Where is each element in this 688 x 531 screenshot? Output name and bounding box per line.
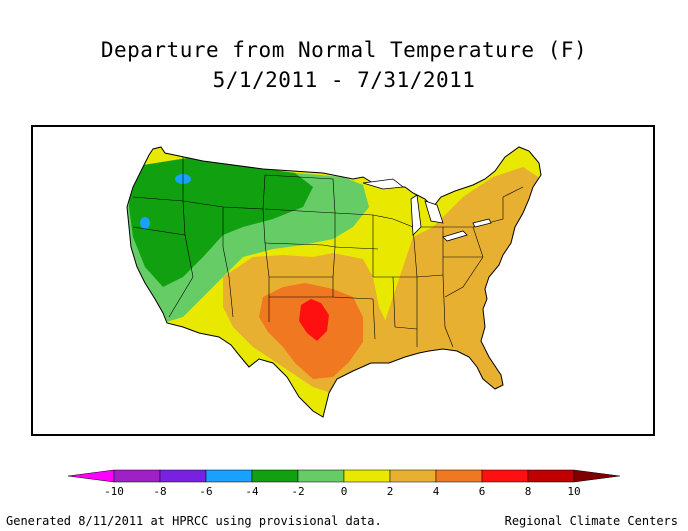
legend-bin-11 [573, 469, 621, 483]
map-title: Departure from Normal Temperature (F) [100, 38, 588, 62]
legend-bin-5 [297, 469, 345, 483]
legend-bin-3 [205, 469, 253, 483]
legend-bin-6 [343, 469, 391, 483]
legend-tick-label: 8 [525, 485, 532, 498]
legend-bin-8 [435, 469, 483, 483]
footer-generated-note: Generated 8/11/2011 at HPRCC using provi… [6, 514, 382, 528]
legend-bin-10 [527, 469, 575, 483]
legend-bin-1 [113, 469, 161, 483]
field-neg4-to-neg2 [129, 157, 313, 287]
legend-ticks: -10 -8 -6 -4 -2 0 2 4 6 8 10 [104, 485, 581, 498]
legend-bin-9 [481, 469, 529, 483]
legend-bin-2 [159, 469, 207, 483]
legend-tick-label: -10 [104, 485, 124, 498]
legend-tick-label: 4 [433, 485, 440, 498]
legend-tick-label: -4 [245, 485, 259, 498]
legend-tick-label: 6 [479, 485, 486, 498]
temperature-field [127, 147, 541, 417]
state-boundaries [132, 157, 524, 348]
legend-tick-label: -8 [153, 485, 166, 498]
great-lakes [362, 178, 492, 242]
legend-bin-4 [251, 469, 299, 483]
field-neg6-to-neg4-oregon [140, 217, 150, 229]
legend-tick-label: 10 [567, 485, 580, 498]
legend-tick-label: 2 [387, 485, 394, 498]
legend-bin-7 [389, 469, 437, 483]
legend-tick-label: -2 [291, 485, 304, 498]
legend-tick-label: -6 [199, 485, 212, 498]
footer-credit: Regional Climate Centers [504, 514, 678, 528]
legend-bin-0 [67, 469, 115, 483]
us-temperature-map [126, 146, 542, 418]
field-6-to-8-core [299, 299, 329, 341]
legend: -10 -8 -6 -4 -2 0 2 4 6 8 10 [67, 469, 621, 498]
map-frame [31, 125, 655, 436]
legend-bins [67, 469, 621, 483]
map-date-range: 5/1/2011 - 7/31/2011 [212, 68, 476, 92]
legend-tick-label: 0 [341, 485, 348, 498]
